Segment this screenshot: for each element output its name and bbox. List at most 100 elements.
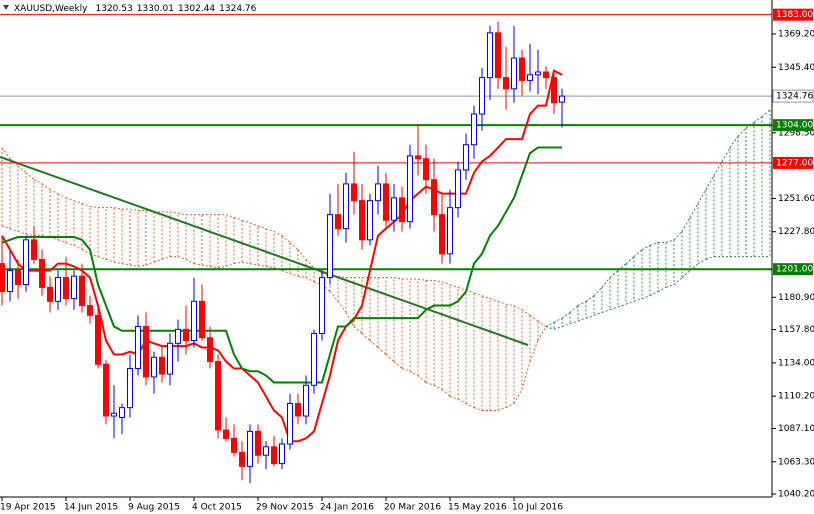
cloud-edge xyxy=(33,179,43,185)
candle-body xyxy=(39,258,45,288)
cloud-edge xyxy=(49,189,59,195)
cloud-edge xyxy=(305,277,315,283)
level-label-bg xyxy=(773,8,813,21)
cloud-edge xyxy=(257,225,267,230)
candle-body xyxy=(199,300,205,339)
candle-body xyxy=(215,360,221,431)
candle-body xyxy=(0,263,5,293)
y-tick-label: 1040.20 xyxy=(778,490,814,500)
candle-body xyxy=(87,305,93,316)
level-label: 1201.00 xyxy=(776,265,813,275)
candle-body xyxy=(535,71,541,76)
candle-body xyxy=(47,286,53,302)
cloud-edge xyxy=(209,265,219,269)
cloud-edge xyxy=(713,161,723,176)
cloud-edge xyxy=(185,258,195,265)
axis-labels: 1369.20 1345.40 1298.50 1251.60 1227.80 1180.… xyxy=(0,8,814,513)
candle-body xyxy=(479,77,485,115)
cloud-edge xyxy=(65,197,75,202)
cloud-edge xyxy=(593,312,603,316)
candle-body xyxy=(63,277,69,300)
header-low: 1302.44 xyxy=(178,4,215,14)
candle-body xyxy=(159,356,165,375)
y-tick-label: 1227.80 xyxy=(778,227,814,237)
candle-body xyxy=(439,214,445,255)
candle-body xyxy=(279,443,285,465)
cloud-edge xyxy=(257,264,267,267)
candle-body xyxy=(255,430,261,456)
cloud-edge xyxy=(385,354,395,362)
cloud-edge xyxy=(337,275,347,279)
cloud-edge xyxy=(545,321,555,327)
y-tick-label: 1157.80 xyxy=(778,325,814,335)
cloud-edge xyxy=(433,279,443,283)
cloud-edge xyxy=(265,228,275,232)
lines-layer xyxy=(1,69,563,443)
cloud-edge xyxy=(665,284,675,288)
cloud-edge xyxy=(161,256,171,260)
cloud-edge xyxy=(449,284,459,288)
cloud-edge xyxy=(513,305,523,311)
cloud-edge xyxy=(497,300,507,305)
cloud-edge xyxy=(609,306,619,311)
cloud-edge xyxy=(737,127,747,137)
cloud-edge xyxy=(73,200,83,204)
cloud-edge xyxy=(721,147,731,162)
cloud-edge xyxy=(81,202,91,207)
cloud-edge xyxy=(569,305,579,313)
cloud-edge xyxy=(457,398,467,404)
cloud-edge xyxy=(113,207,123,210)
cloud-edge xyxy=(25,233,35,237)
candle-body xyxy=(527,74,533,81)
cloud-edge xyxy=(25,172,35,181)
candle-body xyxy=(327,214,333,279)
cloud-edge xyxy=(73,244,83,251)
cloud-edge xyxy=(233,261,243,265)
cloud-edge xyxy=(65,242,75,246)
cloud-edge xyxy=(417,375,427,383)
cloud-edge xyxy=(121,263,131,266)
candle-body xyxy=(551,77,557,104)
y-tick-label: 1345.40 xyxy=(778,63,814,73)
cloud-edge xyxy=(577,300,587,306)
candle-body xyxy=(55,277,61,302)
candle-body xyxy=(519,57,525,81)
candle-body xyxy=(471,113,477,146)
candle-body xyxy=(455,169,461,209)
cloud-edge xyxy=(585,295,595,302)
header-close: 1324.76 xyxy=(219,4,256,14)
cloud-edge xyxy=(697,189,707,204)
candle-body xyxy=(415,155,421,160)
candle-body xyxy=(343,183,349,230)
candle-body xyxy=(95,314,101,365)
candle-body xyxy=(151,356,157,378)
cloud-edge xyxy=(577,317,587,322)
x-tick-label: 4 Oct 2015 xyxy=(192,503,242,513)
candle-body xyxy=(191,300,197,342)
candle-body xyxy=(559,95,565,103)
cloud-edge xyxy=(345,312,355,327)
cloud-edge xyxy=(433,384,443,390)
cloud-edge xyxy=(569,320,579,325)
candle-body xyxy=(319,277,325,335)
candle-body xyxy=(127,367,133,409)
cloud-edge xyxy=(617,303,627,308)
cloud-edge xyxy=(465,289,475,294)
cloud-edge xyxy=(473,292,483,297)
cloud-edge xyxy=(105,258,115,263)
y-tick-label: 1251.60 xyxy=(778,194,814,204)
cloud-edge xyxy=(57,193,67,199)
cloud-edge xyxy=(465,403,475,409)
cloud-edge xyxy=(97,256,107,260)
cloud-edge xyxy=(289,272,299,277)
candle-body xyxy=(111,412,117,417)
cloud-edge xyxy=(649,242,659,246)
cloud-edge xyxy=(289,242,299,250)
cloud-edge xyxy=(705,256,715,260)
cloud-edge xyxy=(113,261,123,265)
symbol-title: XAUUSD,Weekly xyxy=(14,4,88,14)
x-tick-label: 14 Jun 2015 xyxy=(64,503,118,513)
cloud-edge xyxy=(17,230,27,235)
cloud-edge xyxy=(457,286,467,291)
x-tick-label: 19 Apr 2015 xyxy=(0,503,56,513)
